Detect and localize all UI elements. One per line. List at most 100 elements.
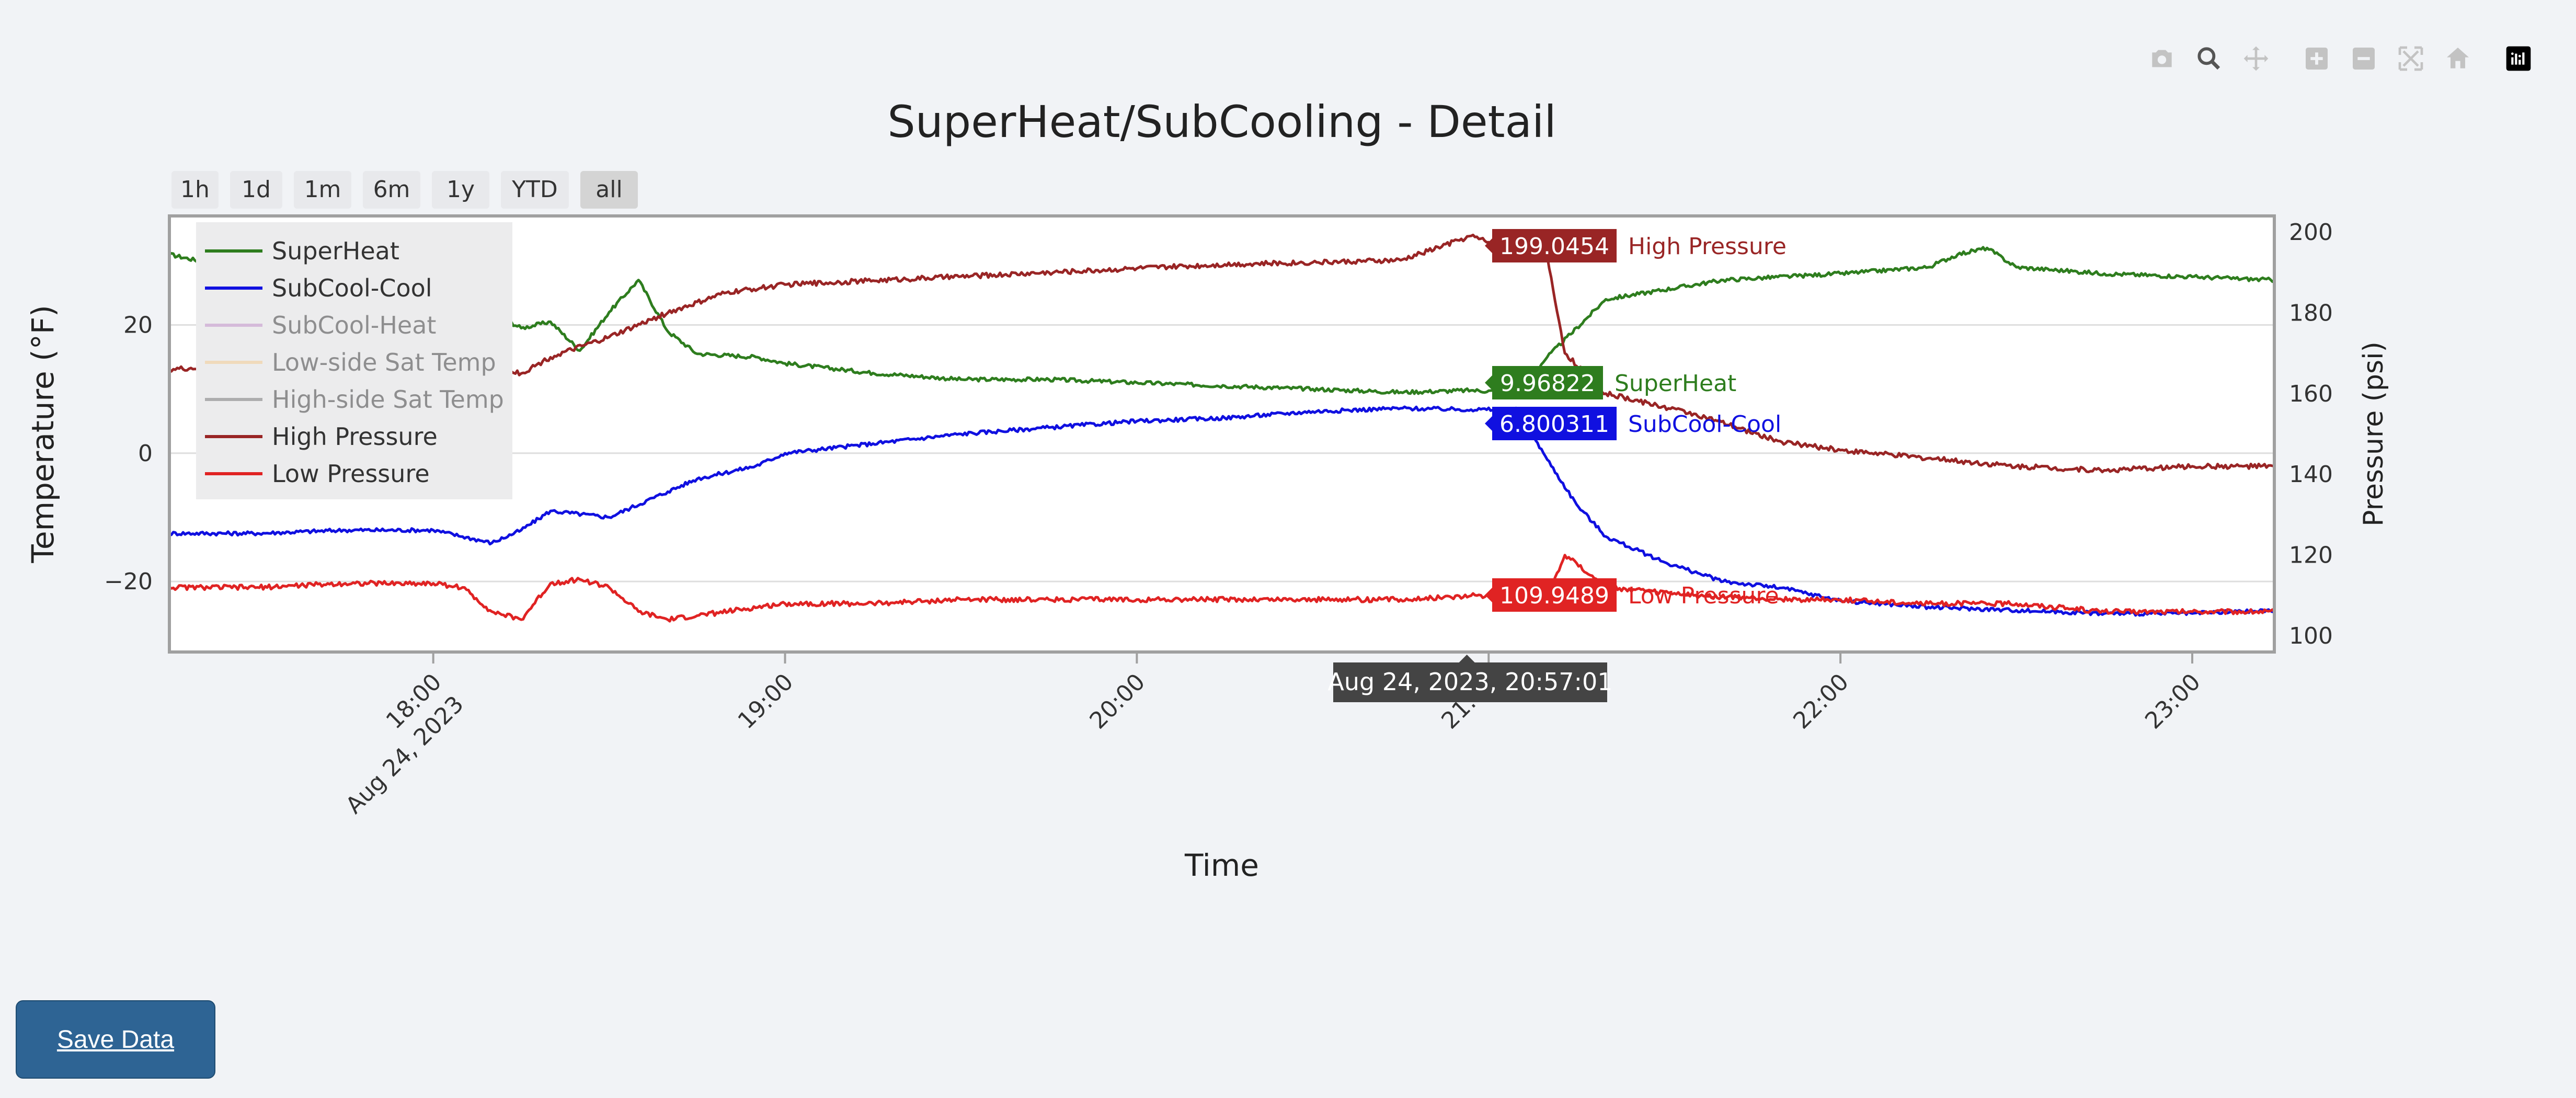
zoom-in-button[interactable] [2293, 38, 2340, 79]
series-line-low-pressure [169, 554, 2274, 623]
x-tick-label-group: 23:00 [2140, 669, 2206, 735]
hover-label-series: Low Pressure [1628, 582, 1779, 609]
legend-label: SubCool-Cool [272, 274, 432, 302]
y-left-tick-label: 0 [138, 440, 153, 467]
zoom-icon [2197, 47, 2220, 70]
hover-label-low-pressure: 109.9489 Low Pressure [1485, 578, 1779, 612]
hover-label-value: 9.96822 [1500, 370, 1595, 397]
legend-item[interactable]: Low-side Sat Temp [205, 348, 496, 376]
range-button-label: 1m [304, 176, 341, 203]
y-left-tick-label: −20 [104, 568, 153, 595]
hover-label-box [1485, 578, 1617, 612]
save-data-button[interactable]: Save Data [16, 1000, 215, 1079]
hover-label-box [1485, 229, 1617, 262]
pan-button[interactable] [2232, 38, 2280, 79]
hover-label-value: 6.800311 [1499, 411, 1609, 438]
zoom-in-icon [2306, 48, 2328, 70]
range-button-label: all [596, 176, 622, 203]
range-button-bg [580, 171, 638, 209]
range-button-label: YTD [511, 176, 558, 203]
hover-label-value: 199.0454 [1499, 233, 1609, 260]
range-button-label: 6m [373, 176, 410, 203]
legend-label: Low Pressure [272, 460, 430, 488]
hover-label-superheat: 9.96822 SuperHeat [1485, 366, 1736, 399]
range-button-bg [363, 171, 420, 209]
range-button-bg [230, 171, 282, 209]
x-tick-label: 20:00 [1084, 669, 1150, 735]
zoom-out-icon [2353, 48, 2375, 70]
legend-item[interactable]: SubCool-Heat [205, 311, 436, 339]
y-right-tick-label: 180 [2289, 300, 2333, 326]
reset-axes-button[interactable] [2434, 38, 2481, 79]
y-right-tick-label: 200 [2289, 219, 2333, 246]
x-tick-label-group: 22:00 [1788, 669, 1854, 735]
x-tick-label: 19:00 [733, 669, 799, 735]
hover-label-subcool-cool: 6.800311 SubCool-Cool [1485, 407, 1781, 440]
range-button-1y[interactable]: 1y [432, 171, 489, 209]
autoscale-icon [2398, 46, 2423, 71]
zoom-button[interactable] [2185, 38, 2232, 79]
reset-axes-icon [2447, 48, 2469, 68]
x-tick-label-group: 19:00 [733, 669, 799, 735]
hover-label-series: SuperHeat [1615, 370, 1736, 397]
legend-item[interactable]: Low Pressure [205, 460, 430, 488]
hover-label-high-pressure: 199.0454 High Pressure [1485, 229, 1787, 262]
legend: SuperHeat SubCool-Cool SubCool-Heat Low-sid… [196, 222, 512, 499]
series-line-high-pressure [169, 233, 2274, 474]
legend-item[interactable]: High-side Sat Temp [205, 385, 504, 414]
plotly-logo-icon [2506, 46, 2531, 71]
y-right-tick-label: 140 [2289, 461, 2333, 488]
series-group [169, 233, 2274, 623]
zoom-out-button[interactable] [2340, 38, 2387, 79]
legend-item[interactable]: High Pressure [205, 422, 438, 451]
hover-x-label-bg [1333, 662, 1607, 702]
range-button-6m[interactable]: 6m [363, 171, 420, 209]
download-plot-button[interactable] [2138, 38, 2185, 79]
y-left-axis-title: Temperature (°F) [25, 305, 61, 563]
plot-area [169, 216, 2274, 652]
hover-x-label: Aug 24, 2023, 20:57:01 [1327, 668, 1612, 696]
y-right-tick-label: 120 [2289, 542, 2333, 569]
y-right-tick-label: 100 [2289, 623, 2333, 649]
range-button-label: 1d [242, 176, 271, 203]
range-button-1d[interactable]: 1d [230, 171, 282, 209]
autoscale-button[interactable] [2387, 38, 2434, 79]
legend-item[interactable]: SubCool-Cool [205, 274, 432, 302]
x-tick-label-group: 20:00 [1084, 669, 1150, 735]
range-button-1h[interactable]: 1h [171, 171, 219, 209]
range-button-ytd[interactable]: YTD [501, 171, 569, 209]
series-line-superheat [169, 246, 2274, 395]
camera-icon [2152, 50, 2172, 67]
legend-label: SubCool-Heat [272, 311, 436, 339]
y-right-axis-title: Pressure (psi) [2358, 341, 2389, 527]
range-button-bg [171, 171, 219, 209]
x-tick-label: 22:00 [1788, 669, 1854, 735]
plotly-logo-button[interactable] [2495, 38, 2542, 79]
range-button-1m[interactable]: 1m [294, 171, 351, 209]
hover-label-box [1485, 407, 1617, 440]
legend-label: SuperHeat [272, 237, 399, 265]
y-left-tick-label: 20 [123, 312, 153, 339]
legend-item[interactable]: SuperHeat [205, 237, 399, 265]
range-button-bg [501, 171, 569, 209]
range-button-label: 1h [180, 176, 210, 203]
chart-title: SuperHeat/SubCooling - Detail [887, 96, 1556, 147]
legend-label: High Pressure [272, 422, 438, 451]
hover-label-box [1485, 366, 1603, 399]
legend-label: High-side Sat Temp [272, 385, 504, 414]
range-button-bg [294, 171, 351, 209]
range-button-all[interactable]: all [580, 171, 638, 209]
pan-icon [2243, 46, 2269, 71]
x-axis-title: Time [1184, 848, 1259, 883]
hover-label-value: 109.9489 [1499, 582, 1609, 609]
y-right-tick-label: 160 [2289, 381, 2333, 407]
hover-label-series: High Pressure [1628, 233, 1787, 260]
hover-label-series: SubCool-Cool [1628, 411, 1781, 438]
legend-label: Low-side Sat Temp [272, 348, 496, 376]
x-tick-label: 23:00 [2140, 669, 2206, 735]
range-button-bg [432, 171, 489, 209]
plot-border [168, 214, 2276, 654]
range-button-label: 1y [446, 176, 475, 203]
